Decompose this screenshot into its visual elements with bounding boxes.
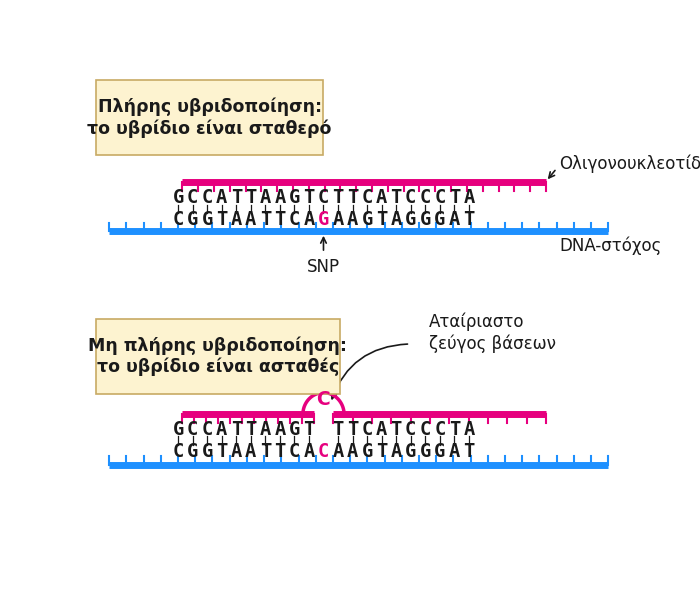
- Text: A: A: [463, 420, 475, 439]
- Text: T: T: [260, 442, 271, 462]
- Text: G: G: [289, 420, 300, 439]
- Text: T: T: [463, 210, 475, 229]
- Text: A: A: [332, 442, 344, 462]
- Text: T: T: [376, 210, 387, 229]
- Text: A: A: [230, 210, 242, 229]
- Text: T: T: [391, 420, 402, 439]
- Text: G: G: [318, 210, 329, 229]
- Text: A: A: [376, 420, 387, 439]
- Text: G: G: [172, 420, 183, 439]
- Text: G: G: [419, 210, 431, 229]
- Text: C: C: [405, 420, 416, 439]
- Text: A: A: [245, 210, 256, 229]
- Text: G: G: [202, 442, 213, 462]
- Text: A: A: [274, 188, 286, 207]
- Text: T: T: [347, 420, 358, 439]
- Text: G: G: [405, 442, 416, 462]
- Text: T: T: [463, 442, 475, 462]
- Text: Πλήρης υβριδοποίηση:
το υβρίδιο είναι σταθερό: Πλήρης υβριδοποίηση: το υβρίδιο είναι στ…: [88, 98, 332, 138]
- Text: A: A: [216, 420, 228, 439]
- Text: Μη πλήρης υβριδοποίηση:
το υβρίδιο είναι ασταθές: Μη πλήρης υβριδοποίηση: το υβρίδιο είναι…: [88, 336, 347, 376]
- Text: C: C: [202, 188, 213, 207]
- Text: T: T: [449, 420, 460, 439]
- Text: A: A: [391, 210, 402, 229]
- Text: C: C: [172, 210, 183, 229]
- Text: A: A: [376, 188, 387, 207]
- Text: T: T: [303, 188, 314, 207]
- Text: Ολιγονουκλεοτίδιο: Ολιγονουκλεοτίδιο: [559, 155, 700, 174]
- Text: C: C: [172, 442, 183, 462]
- Text: T: T: [245, 420, 256, 439]
- Text: C: C: [434, 188, 445, 207]
- Text: SNP: SNP: [307, 258, 340, 277]
- Text: T: T: [347, 188, 358, 207]
- Text: T: T: [449, 188, 460, 207]
- Text: A: A: [463, 188, 475, 207]
- Text: A: A: [230, 442, 242, 462]
- Text: T: T: [376, 442, 387, 462]
- Text: G: G: [434, 442, 445, 462]
- Text: T: T: [230, 420, 242, 439]
- Text: C: C: [405, 188, 416, 207]
- Text: T: T: [303, 420, 314, 439]
- Text: C: C: [419, 188, 431, 207]
- Text: T: T: [332, 420, 344, 439]
- Text: G: G: [405, 210, 416, 229]
- Text: Αταίριαστο
ζεύγος βάσεων: Αταίριαστο ζεύγος βάσεων: [429, 313, 556, 353]
- Text: T: T: [332, 188, 344, 207]
- Text: A: A: [260, 188, 271, 207]
- Text: C: C: [289, 442, 300, 462]
- Text: A: A: [347, 210, 358, 229]
- Text: A: A: [332, 210, 344, 229]
- Text: C: C: [318, 442, 329, 462]
- Text: A: A: [245, 442, 256, 462]
- Text: A: A: [303, 210, 314, 229]
- Text: G: G: [361, 442, 372, 462]
- Text: A: A: [216, 188, 228, 207]
- Text: G: G: [361, 210, 372, 229]
- Text: A: A: [347, 442, 358, 462]
- Text: T: T: [230, 188, 242, 207]
- Text: A: A: [449, 210, 460, 229]
- Text: C: C: [361, 420, 372, 439]
- Text: C: C: [434, 420, 445, 439]
- FancyBboxPatch shape: [96, 80, 323, 155]
- Text: T: T: [245, 188, 256, 207]
- Text: C: C: [202, 420, 213, 439]
- Text: C: C: [289, 210, 300, 229]
- Text: G: G: [187, 210, 198, 229]
- Text: G: G: [202, 210, 213, 229]
- Text: A: A: [449, 442, 460, 462]
- Text: T: T: [216, 442, 228, 462]
- Text: C: C: [187, 420, 198, 439]
- Text: A: A: [260, 420, 271, 439]
- Text: T: T: [274, 210, 286, 229]
- Text: G: G: [289, 188, 300, 207]
- Text: A: A: [391, 442, 402, 462]
- Text: C: C: [316, 390, 330, 409]
- Text: DNA-στόχος: DNA-στόχος: [559, 237, 662, 255]
- Text: T: T: [260, 210, 271, 229]
- Text: T: T: [391, 188, 402, 207]
- Text: A: A: [303, 442, 314, 462]
- Text: T: T: [274, 442, 286, 462]
- FancyBboxPatch shape: [96, 319, 340, 394]
- Text: G: G: [434, 210, 445, 229]
- Text: G: G: [172, 188, 183, 207]
- Text: T: T: [216, 210, 228, 229]
- Text: G: G: [419, 442, 431, 462]
- Text: C: C: [419, 420, 431, 439]
- Text: C: C: [361, 188, 372, 207]
- Text: A: A: [274, 420, 286, 439]
- Text: G: G: [187, 442, 198, 462]
- Text: C: C: [187, 188, 198, 207]
- Text: C: C: [318, 188, 329, 207]
